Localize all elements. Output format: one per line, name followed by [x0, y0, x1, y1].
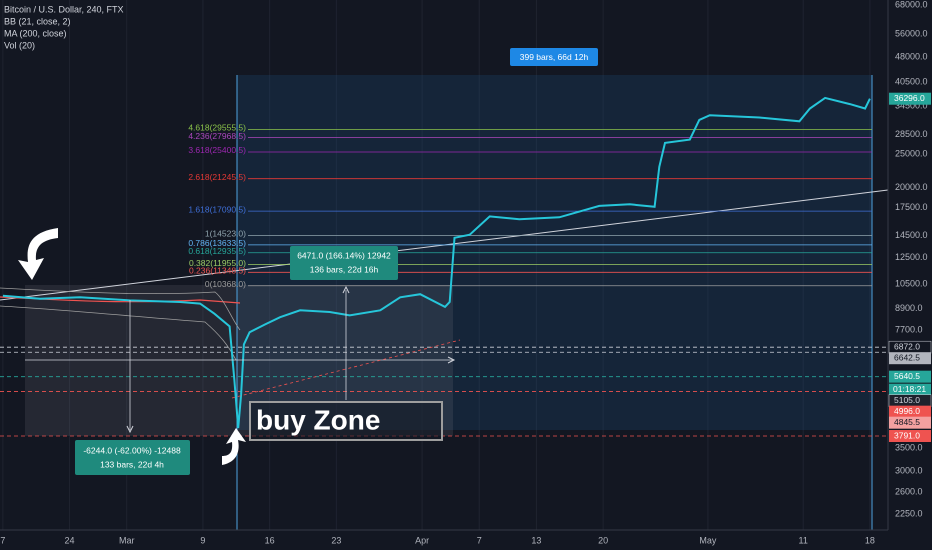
y-tick-label: 2600.0 [895, 487, 923, 497]
price-layer [2, 96, 871, 429]
price-tag-label: 36296.0 [894, 93, 925, 103]
price-tag [889, 405, 931, 418]
y-tick-label: 2250.0 [895, 508, 923, 518]
fib-label: 0.236(11348.5) [189, 266, 246, 276]
x-tick-label: May [699, 535, 717, 545]
fib-label: 4.618(29555.5) [188, 123, 246, 133]
y-tick-label: 3000.0 [895, 465, 923, 475]
symbol: Bitcoin / U.S. Dollar, 240, FTX [4, 4, 124, 14]
y-tick-label: 25000.0 [895, 149, 928, 159]
price-line [2, 96, 871, 429]
curved-arrow [222, 428, 246, 465]
zone-text: buy Zone [256, 404, 380, 435]
y-tick-label: 14500.0 [895, 230, 928, 240]
arrow-head [342, 285, 350, 294]
drop-text: -6244.0 (-62.00%) -12488 [83, 445, 181, 455]
y-tick-label: 12500.0 [895, 252, 928, 262]
arrow-head [126, 425, 134, 434]
fib-label: 1.618(17090.5) [188, 204, 246, 214]
bars-box [510, 48, 598, 66]
y-tick-label: 56000.0 [895, 28, 928, 38]
price-tag [889, 430, 931, 443]
rise-text: 136 bars, 22d 16h [310, 264, 379, 274]
x-tick-label: 24 [65, 535, 75, 545]
price-tag-label: 5640.5 [894, 371, 920, 381]
y-tick-label: 68000.0 [895, 0, 928, 9]
price-tag [889, 352, 931, 365]
price-axis [888, 0, 932, 550]
indicator: Vol (20) [4, 40, 35, 50]
x-tick-label: 13 [531, 535, 541, 545]
price-tag-label: 5105.0 [894, 395, 920, 405]
price-tag-label: 3791.0 [894, 430, 920, 440]
fib-label: 0(10368.0) [205, 279, 246, 289]
rise-box [290, 246, 398, 280]
x-tick-label: 9 [200, 535, 205, 545]
price-tag-label: 6872.0 [894, 341, 920, 351]
fib-label: 0.786(13633.5) [188, 238, 246, 248]
price-tag-label: 6642.5 [894, 352, 920, 362]
drop-box [75, 440, 190, 475]
indicator: MA (200, close) [4, 28, 67, 38]
countdown-tag [889, 383, 931, 396]
fib-label: 2.618(21245.5) [188, 172, 246, 182]
indicator: BB (21, close, 2) [4, 16, 71, 26]
x-tick-label: Mar [119, 535, 135, 545]
bb-lower [0, 305, 237, 361]
rise-text: 6471.0 (166.14%) 12942 [297, 250, 391, 260]
x-tick-label: 20 [598, 535, 608, 545]
grid [2, 0, 871, 530]
y-tick-label: 48000.0 [895, 51, 928, 61]
price-tag-label: 4845.5 [894, 417, 920, 427]
x-tick-label: 7 [477, 535, 482, 545]
y-tick-label: 34500.0 [895, 101, 928, 111]
x-tick-label: 23 [331, 535, 341, 545]
y-tick-label: 17500.0 [895, 202, 928, 212]
arrow-head [447, 356, 456, 364]
y-tick-label: 3500.0 [895, 442, 923, 452]
fib-label: 3.618(25400.5) [188, 145, 246, 155]
y-tick-label: 7700.0 [895, 325, 923, 335]
x-tick-label: 7 [0, 535, 5, 545]
fib-label: 1(14523.0) [205, 229, 246, 239]
x-tick-label: 18 [865, 535, 875, 545]
price-tag-label: 4996.0 [894, 406, 920, 416]
y-tick-label: 40500.0 [895, 77, 928, 87]
tag-lines [0, 346, 888, 437]
fib-label: 4.236(27968.5) [188, 131, 246, 141]
bb-upper [0, 287, 241, 331]
x-tick-label: 11 [799, 535, 808, 545]
zone-box [249, 401, 443, 441]
countdown: 01:18:21 [893, 384, 926, 394]
bars-text: 399 bars, 66d 12h [520, 52, 589, 62]
drop-text: 133 bars, 22d 4h [100, 459, 164, 469]
fib-label: 0.618(12935.5) [188, 246, 246, 256]
fib-label: 0.382(11955.0) [189, 258, 246, 268]
price-tag [889, 370, 931, 383]
price-tag [889, 92, 931, 105]
y-tick-label: 8900.0 [895, 303, 923, 313]
y-tick-label: 20000.0 [895, 182, 928, 192]
y-tick-label: 28500.0 [895, 129, 928, 139]
curved-arrow [18, 228, 58, 280]
price-tag [889, 416, 931, 429]
x-tick-label: 16 [265, 535, 275, 545]
y-tick-label: 10500.0 [895, 278, 928, 288]
x-tick-label: Apr [415, 535, 429, 545]
